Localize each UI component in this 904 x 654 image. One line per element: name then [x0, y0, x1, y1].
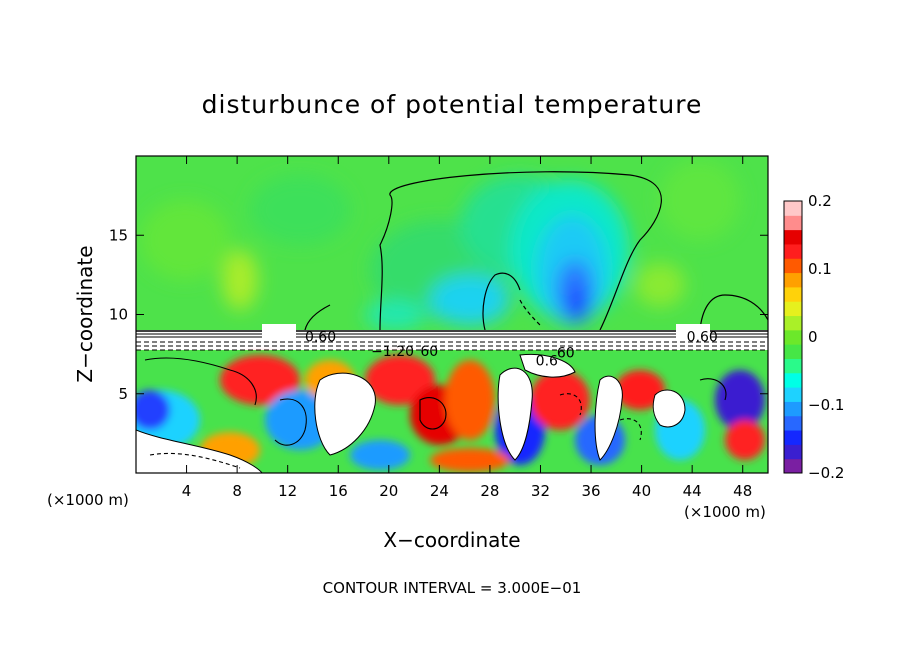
x-tick-label: 44: [683, 482, 702, 500]
plot-area: [136, 156, 768, 473]
contour-label: 0.60: [687, 330, 718, 346]
x-tick-label: 24: [430, 482, 449, 500]
colorbar-segment: [784, 286, 802, 302]
x-axis-label: X−coordinate: [383, 528, 520, 552]
colorbar-segment: [784, 243, 802, 259]
colorbar: 0.2 0.1 0 −0.1 −0.2: [783, 192, 844, 482]
contour-label: 0.6: [536, 353, 558, 369]
colorbar-tick-label: −0.1: [808, 396, 844, 414]
colorbar-segment: [784, 415, 802, 431]
colorbar-segment: [784, 344, 802, 359]
x-tick-label: 40: [632, 482, 651, 500]
y-axis: 5 10 15: [109, 226, 768, 403]
inversion-band: [136, 330, 768, 351]
colorbar-tick-label: 0.1: [808, 260, 832, 278]
colorbar-tick-label: 0: [808, 328, 818, 346]
colorbar-tick-label: 0.2: [808, 192, 832, 210]
colorbar-segment: [784, 301, 802, 317]
y-tick-label: 5: [118, 385, 128, 403]
upper-layer-field: [140, 160, 740, 330]
contour-label: 60: [557, 346, 575, 362]
colorbar-segment: [784, 444, 802, 460]
upper-contours: [304, 171, 768, 331]
colorbar-segment: [784, 329, 802, 345]
y-axis-label: Z−coordinate: [73, 245, 97, 382]
colorbar-segment: [784, 430, 802, 445]
colorbar-segment: [784, 272, 802, 288]
colorbar-segment: [784, 201, 802, 216]
x-axis: 4 8 12 16 20 24 28 32 36 40 44 48: [182, 156, 752, 500]
x-unit-right: (×1000 m): [684, 503, 766, 521]
chart-title: disturbunce of potential temperature: [202, 90, 703, 119]
x-tick-label: 8: [232, 482, 242, 500]
x-tick-label: 48: [733, 482, 752, 500]
colorbar-segment: [784, 215, 802, 231]
colorbar-segment: [784, 315, 802, 331]
colorbar-frame: [783, 200, 803, 474]
colorbar-segment: [784, 258, 802, 274]
y-tick-label: 15: [109, 226, 128, 244]
colorbar-segment: [784, 229, 802, 245]
x-tick-label: 28: [480, 482, 499, 500]
colorbar-tick-label: −0.2: [808, 464, 844, 482]
colorbar-segment: [784, 358, 802, 374]
contour-label-masks: [262, 324, 710, 338]
x-tick-label: 12: [278, 482, 297, 500]
contour-label: −1.20: [371, 344, 414, 360]
x-tick-label: 32: [531, 482, 550, 500]
colorbar-segment: [784, 387, 802, 402]
contour-interval-note: CONTOUR INTERVAL = 3.000E−01: [323, 579, 582, 597]
contour-labels: 0.60 0.60−1.20 60 600.6: [305, 330, 718, 370]
x-tick-label: 4: [182, 482, 192, 500]
contour-label: 0.60: [305, 330, 336, 346]
colorbar-segment: [784, 458, 802, 474]
colorbar-segment: [784, 372, 802, 388]
y-tick-label: 10: [109, 306, 128, 324]
lower-layer-field: [136, 352, 768, 473]
x-tick-label: 16: [329, 482, 348, 500]
colorbar-segment: [784, 401, 802, 417]
contour-label: 60: [420, 344, 438, 360]
x-tick-label: 20: [379, 482, 398, 500]
x-unit-left: (×1000 m): [47, 491, 129, 509]
x-tick-label: 36: [581, 482, 600, 500]
